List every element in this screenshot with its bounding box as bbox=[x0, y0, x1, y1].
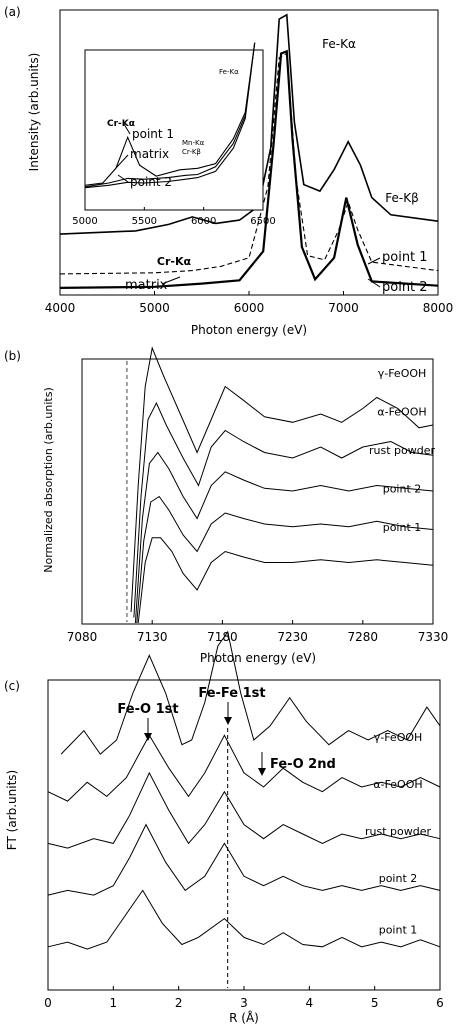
panel-b-series-labels: γ-FeOOH α-FeOOH rust powder point 2 point 1 bbox=[369, 367, 435, 534]
inset-annotation-point-2: point 2 bbox=[130, 175, 172, 189]
panel-a-x-tick-label-1: 5000 bbox=[139, 301, 170, 315]
arrowhead-fe-fe-1st bbox=[224, 717, 232, 725]
panel-a-series-point-1 bbox=[59, 13, 439, 235]
annotation-point-2: point 2 bbox=[382, 280, 428, 295]
panel-c-series-point-1 bbox=[47, 889, 441, 950]
panel-b-y-axis-label: Normalized absorption (arb.units) bbox=[42, 387, 55, 573]
arrowhead-fe-o-2nd bbox=[258, 768, 266, 776]
inset-annotation-cr-kbeta: Cr-Kβ bbox=[182, 148, 201, 156]
inset-x-tick-label-1: 5500 bbox=[132, 216, 157, 227]
panel-c-series-feooh bbox=[60, 630, 441, 755]
panel-c-x-tick-label-1: 1 bbox=[110, 996, 118, 1010]
panel-c-x-tick-label-3: 3 bbox=[240, 996, 248, 1010]
inset-x-tick-label-0: 5000 bbox=[72, 216, 97, 227]
panel-c-series bbox=[47, 630, 441, 988]
panel-a-x-tick-label-3: 7000 bbox=[328, 301, 359, 315]
inset-series bbox=[84, 42, 256, 189]
inset-annotation-cr-kalpha: Cr-Kα bbox=[107, 119, 135, 129]
annotation-fe-o-1st: Fe-O 1st bbox=[117, 702, 178, 717]
panel-b-x-tick-label-2: 7180 bbox=[207, 630, 238, 644]
inset-pointer-matrix bbox=[115, 154, 129, 169]
panel-b-series-label-point-1: point 1 bbox=[383, 521, 422, 534]
inset-annotation-point-1: point 1 bbox=[132, 127, 174, 141]
panel-c-x-tick-label-6: 6 bbox=[436, 996, 444, 1010]
panel-a-series-point-2 bbox=[59, 49, 439, 289]
inset-frame bbox=[84, 49, 264, 211]
panel-b-x-tick-label-3: 7230 bbox=[277, 630, 308, 644]
pointer-point-2 bbox=[367, 278, 381, 288]
panel-b-x-tick-label-4: 7280 bbox=[348, 630, 379, 644]
annotation-fe-kbeta: Fe-Kβ bbox=[385, 191, 419, 205]
panel-a-x-tick-label-0: 4000 bbox=[45, 301, 76, 315]
panel-a-x-ticks: 4000 5000 6000 7000 8000 bbox=[45, 291, 454, 315]
panel-a-y-axis-label: Intensity (arb.units) bbox=[27, 53, 41, 172]
panel-c-y-axis-label: FT (arb.units) bbox=[5, 770, 19, 850]
panel-b-series-point-1 bbox=[137, 537, 434, 624]
inset-annotation-matrix: matrix bbox=[130, 147, 169, 161]
panel-c-series-label-rust-powder: rust powder bbox=[365, 825, 431, 838]
panel-b-series-rust-powder bbox=[134, 451, 434, 624]
annotation-point-1: point 1 bbox=[382, 250, 428, 265]
panel-c-series-rust-powder bbox=[47, 771, 441, 849]
panel-b-series-feooh bbox=[130, 346, 434, 613]
panel-a: (a) 4000 5000 6000 7000 8000 Photon energy (… bbox=[4, 5, 453, 337]
panel-c-label: (c) bbox=[4, 679, 20, 693]
panel-c: (c) 0 1 2 3 4 5 6 γ-FeOOH α-FeOOH rust powder poi… bbox=[4, 630, 444, 1025]
inset-x-tick-label-3: 6500 bbox=[250, 216, 275, 227]
arrowhead-fe-o-1st bbox=[144, 733, 152, 741]
panel-b-series-label-point-2: point 2 bbox=[383, 483, 422, 496]
panel-b-series-label-feooh: γ-FeOOH bbox=[378, 367, 427, 380]
panel-a-series bbox=[59, 13, 439, 289]
pointer-matrix bbox=[161, 276, 181, 285]
panel-b: (b) 7080 7130 7180 7230 7280 7330 γ-FeOOH α-Fe… bbox=[4, 346, 449, 665]
panel-c-series-feooh bbox=[47, 734, 441, 802]
panel-a-label: (a) bbox=[4, 5, 21, 19]
panel-b-series-feooh bbox=[133, 401, 434, 618]
panel-a-x-axis-label: Photon energy (eV) bbox=[191, 323, 307, 337]
panel-c-series-label-feooh: γ-FeOOH bbox=[374, 731, 423, 744]
panel-c-x-ticks: 0 1 2 3 4 5 6 bbox=[44, 986, 444, 1010]
inset-x-ticks: 5000 5500 6000 6500 bbox=[72, 207, 276, 227]
panel-b-x-ticks: 7080 7130 7180 7230 7280 7330 bbox=[67, 620, 449, 644]
panel-c-x-tick-label-4: 4 bbox=[306, 996, 314, 1010]
panel-c-x-axis-label: R (Å) bbox=[229, 1010, 259, 1025]
panel-c-series-labels: γ-FeOOH α-FeOOH rust powder point 2 point 1 bbox=[365, 731, 431, 937]
panel-b-label: (b) bbox=[4, 349, 21, 363]
panel-c-x-tick-label-0: 0 bbox=[44, 996, 52, 1010]
annotation-matrix: matrix bbox=[125, 278, 168, 293]
panel-b-frame bbox=[81, 358, 434, 625]
annotation-fe-kalpha: Fe-Kα bbox=[322, 37, 356, 51]
annotation-cr-kalpha: Cr-Kα bbox=[157, 255, 192, 268]
inset-annotation-mn-kalpha: Mn-Kα bbox=[182, 139, 205, 147]
pointer-point-1 bbox=[367, 257, 381, 265]
panel-a-x-tick-label-4: 8000 bbox=[423, 301, 454, 315]
panel-b-x-tick-label-0: 7080 bbox=[67, 630, 98, 644]
panel-b-series-label-feooh: α-FeOOH bbox=[377, 406, 426, 419]
inset-series-point-2 bbox=[84, 42, 256, 189]
inset-pointer-point-1 bbox=[123, 123, 131, 135]
panel-a-x-tick-label-2: 6000 bbox=[234, 301, 265, 315]
panel-c-series-label-feooh: α-FeOOH bbox=[373, 778, 422, 791]
panel-b-x-axis-label: Photon energy (eV) bbox=[200, 651, 316, 665]
annotation-fe-fe-1st: Fe-Fe 1st bbox=[198, 686, 265, 701]
inset-series-matrix bbox=[84, 42, 256, 188]
panel-c-x-tick-label-2: 2 bbox=[175, 996, 183, 1010]
panel-c-series-label-point-2: point 2 bbox=[379, 872, 418, 885]
inset-annotation-fe-kalpha: Fe-Kα bbox=[219, 68, 239, 76]
panel-b-series-point-2 bbox=[136, 495, 434, 624]
inset-series-point-1 bbox=[84, 42, 256, 186]
panel-a-inset: 5000 5500 6000 6500 Cr-Kα point 1 matrix po… bbox=[72, 42, 276, 227]
panel-c-x-tick-label-5: 5 bbox=[371, 996, 379, 1010]
panel-c-series-label-point-1: point 1 bbox=[379, 924, 418, 937]
panel-b-series-label-rust-powder: rust powder bbox=[369, 444, 435, 457]
inset-x-tick-label-2: 6000 bbox=[191, 216, 216, 227]
panel-c-series-point-2 bbox=[47, 823, 441, 896]
panel-b-x-tick-label-1: 7130 bbox=[137, 630, 168, 644]
panel-b-series bbox=[126, 346, 434, 624]
panel-b-x-tick-label-5: 7330 bbox=[418, 630, 449, 644]
annotation-fe-o-2nd: Fe-O 2nd bbox=[270, 757, 336, 772]
inset-pointer-point-2 bbox=[117, 174, 129, 183]
